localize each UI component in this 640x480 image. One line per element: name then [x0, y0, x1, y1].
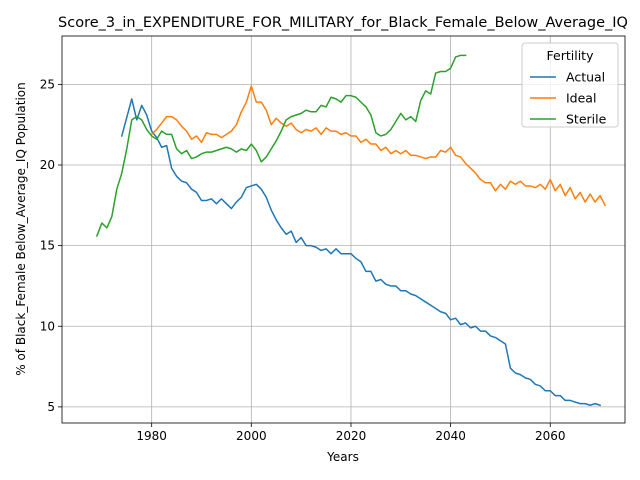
legend-label-sterile: Sterile — [566, 112, 607, 127]
x-axis-label: Years — [326, 450, 359, 464]
legend-label-actual: Actual — [566, 70, 605, 85]
x-tick-label: 2040 — [435, 429, 466, 443]
series-line-actual — [120, 98, 602, 407]
series-layer — [95, 54, 607, 407]
y-tick-label: 15 — [40, 239, 55, 253]
x-tick-label: 2000 — [236, 429, 267, 443]
legend-box — [521, 42, 619, 128]
legend-label-ideal: Ideal — [566, 91, 596, 106]
y-tick-label: 20 — [40, 158, 55, 172]
series-line-sterile — [95, 54, 467, 237]
x-tick-label: 2020 — [336, 429, 367, 443]
x-tick-label: 2060 — [535, 429, 566, 443]
y-axis-label: % of Black_Female Below_Average_IQ Popul… — [14, 82, 28, 376]
chart-title: Score_3_in_EXPENDITURE_FOR_MILITARY_for_… — [58, 15, 628, 31]
y-tick-label: 5 — [47, 400, 55, 414]
legend-entries: Actual Ideal Sterile — [530, 70, 607, 127]
y-tick-label: 25 — [40, 77, 55, 91]
x-tick-label: 1980 — [136, 429, 167, 443]
y-tick-label: 10 — [40, 319, 55, 333]
plot-frame — [61, 35, 626, 424]
legend-title: Fertility — [547, 48, 595, 63]
legend: Fertility Actual Ideal Sterile — [521, 42, 619, 128]
ticks: 1980 2000 2020 2040 2060 5 10 15 20 25 — [40, 77, 566, 443]
series-line-ideal — [150, 85, 607, 207]
